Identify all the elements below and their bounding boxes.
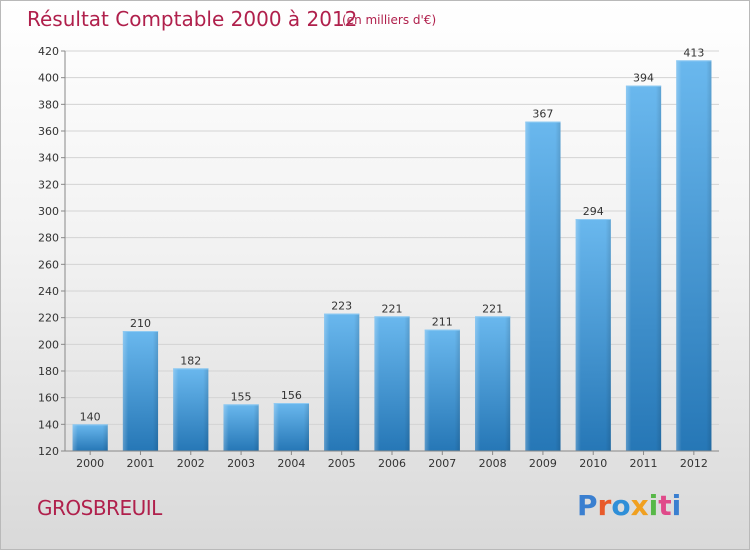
bar-shade-2005 (324, 313, 360, 451)
data-label-2000: 140 (80, 410, 101, 423)
x-tick-label-2008: 2008 (479, 457, 507, 470)
x-tick-label-2005: 2005 (328, 457, 356, 470)
bar-shade-2012 (676, 60, 712, 451)
x-tick-label-2009: 2009 (529, 457, 557, 470)
logo-letter: o (611, 489, 631, 522)
logo-letter: i (648, 489, 659, 522)
bar-shade-2008 (475, 316, 511, 451)
y-tick-label: 340 (38, 152, 59, 165)
data-label-2004: 156 (281, 389, 302, 402)
x-tick-label-2003: 2003 (227, 457, 255, 470)
data-label-2011: 394 (633, 72, 654, 85)
proxiti-logo: Proxiti (577, 489, 681, 522)
data-label-2008: 221 (482, 302, 503, 315)
x-tick-label-2000: 2000 (76, 457, 104, 470)
bar-shade-2007 (424, 329, 460, 451)
axes: 120 140 160 180 200 220 240 260 280 300 320 340 360 3… (38, 45, 719, 470)
bar-shade-2003 (223, 404, 259, 451)
data-label-2006: 221 (382, 302, 403, 315)
y-tick-label: 380 (38, 98, 59, 111)
logo-letter: i (671, 489, 682, 522)
y-tick-label: 120 (38, 445, 59, 458)
y-tick-label: 180 (38, 365, 59, 378)
chart-title: Résultat Comptable 2000 à 2012 (27, 7, 358, 31)
chart-subtitle: (en milliers d'€) (342, 13, 437, 27)
y-tick-label: 400 (38, 72, 59, 85)
data-label-2001: 210 (130, 317, 151, 330)
bars (72, 60, 712, 452)
x-tick-label-2002: 2002 (177, 457, 205, 470)
data-label-2002: 182 (180, 354, 201, 367)
y-tick-label: 140 (38, 418, 59, 431)
data-label-2007: 211 (432, 316, 453, 329)
y-tick-label: 300 (38, 205, 59, 218)
bar-shade-2000 (72, 424, 108, 451)
y-tick-label: 240 (38, 285, 59, 298)
commune-name: GROSBREUIL (37, 496, 162, 520)
logo-letter: r (597, 489, 612, 522)
x-tick-label-2011: 2011 (630, 457, 658, 470)
x-tick-label-2004: 2004 (277, 457, 305, 470)
y-tick-label: 420 (38, 45, 59, 58)
data-label-2009: 367 (532, 108, 553, 121)
bar-shade-2004 (273, 403, 309, 451)
bar-shade-2002 (173, 368, 209, 451)
data-label-2005: 223 (331, 300, 352, 313)
y-tick-label: 280 (38, 232, 59, 245)
data-label-2010: 294 (583, 205, 604, 218)
y-tick-label: 320 (38, 178, 59, 191)
bar-shade-2010 (575, 219, 611, 451)
x-tick-label-2006: 2006 (378, 457, 406, 470)
y-tick-label: 360 (38, 125, 59, 138)
x-tick-label-2010: 2010 (579, 457, 607, 470)
bar-shade-2001 (122, 331, 159, 451)
data-label-2003: 155 (231, 390, 252, 403)
logo-letter: P (577, 489, 598, 522)
y-tick-label: 260 (38, 258, 59, 271)
x-tick-label-2007: 2007 (428, 457, 456, 470)
bar-shade-2011 (625, 85, 662, 452)
x-tick-label-2001: 2001 (126, 457, 154, 470)
y-tick-label: 200 (38, 338, 59, 351)
y-tick-label: 220 (38, 312, 59, 325)
logo-letter: t (658, 489, 672, 522)
x-tick-label-2012: 2012 (680, 457, 708, 470)
bar-shade-2006 (374, 316, 410, 451)
bar-shade-2009 (525, 121, 561, 452)
logo-letter: x (630, 489, 649, 522)
data-label-2012: 413 (683, 46, 704, 59)
y-tick-label: 160 (38, 392, 59, 405)
